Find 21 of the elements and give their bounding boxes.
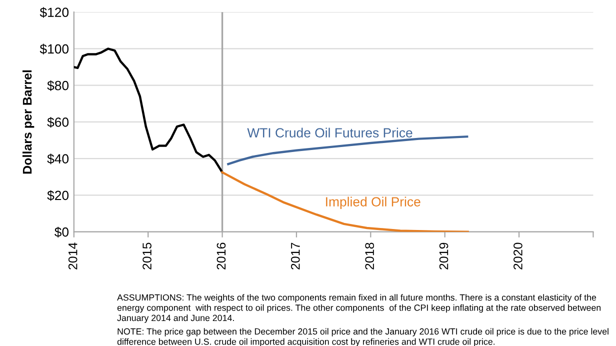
text: ASSUMPTIONS: The weights of the two components remain fixed in all future months. There is a constant elasticity of the energy component with respect to oil prices. The other components of the CPI keep inflating at the rate observed between January 2014 and June 2014. [117, 294, 601, 323]
line-series [221, 171, 469, 232]
x-tick-label: 2020 [514, 242, 522, 270]
x-tick-label: 2017 [290, 242, 300, 270]
line-series [74, 48, 224, 174]
y-tick-label: $80 [47, 80, 69, 92]
x-tick-label: 2018 [365, 242, 374, 270]
y-axis-title: Dollars per Barrel [22, 70, 34, 174]
x-tick-label: 2019 [439, 242, 448, 270]
x-tick-label: 2015 [142, 242, 152, 270]
y-tick-label: $120 [40, 7, 69, 18]
x-tick-label: 2014 [68, 242, 78, 270]
line-series [227, 136, 468, 166]
series-label: WTI Crude Oil Futures Price [247, 128, 412, 138]
x-tick-label: 2016 [216, 242, 226, 270]
y-tick-label: $0 [54, 226, 69, 238]
y-tick-label: $60 [47, 116, 69, 128]
y-tick-label: $40 [47, 154, 69, 164]
y-tick-label: $100 [40, 44, 69, 54]
y-tick-label: $20 [47, 190, 69, 201]
series-label: Implied Oil Price [326, 196, 420, 210]
